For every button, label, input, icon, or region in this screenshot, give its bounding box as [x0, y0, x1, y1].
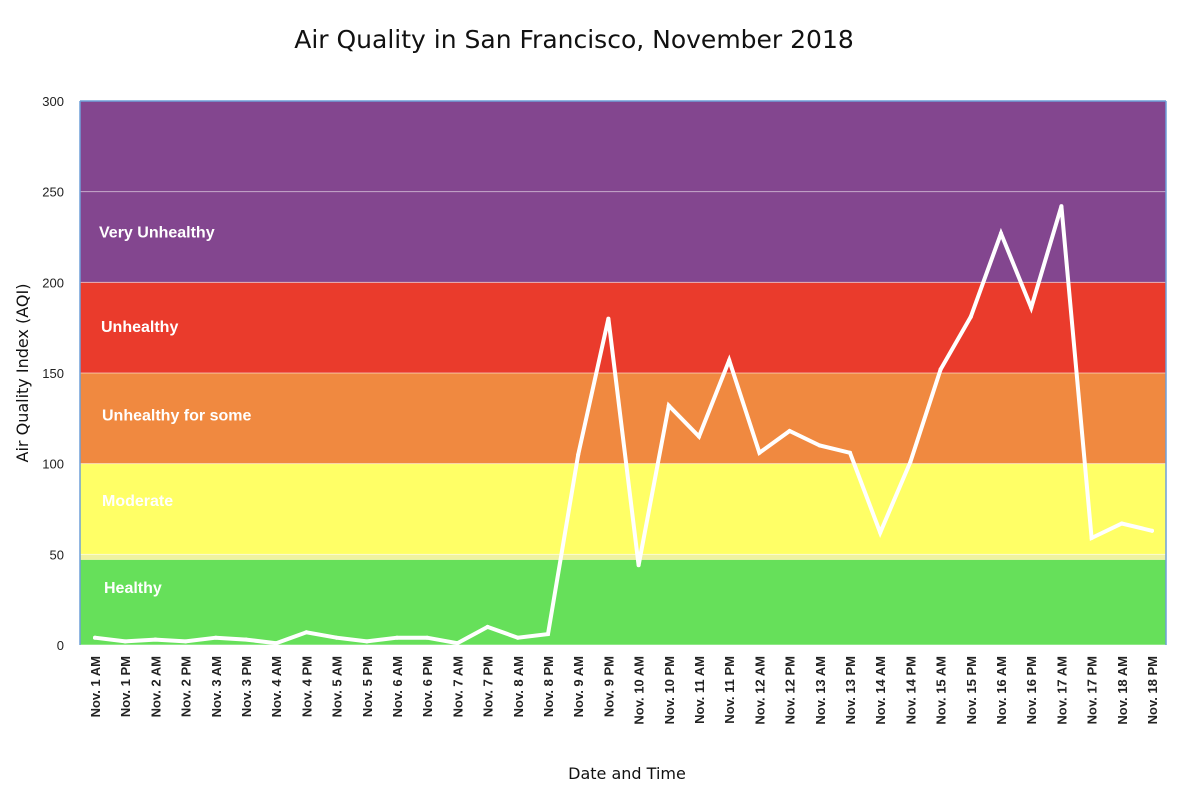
- data-point: [274, 641, 279, 646]
- x-tick-label: Nov. 13 AM: [813, 656, 828, 725]
- band-label-4: Unhealthy: [101, 319, 178, 336]
- x-tick-label: Nov. 14 AM: [873, 656, 888, 725]
- x-tick-label: Nov. 16 AM: [994, 656, 1009, 725]
- data-point: [606, 316, 611, 321]
- x-tick-label: Nov. 9 PM: [601, 656, 616, 717]
- x-tick-label: Nov. 11 PM: [722, 656, 737, 724]
- data-point: [334, 635, 339, 640]
- x-tick-label: Nov. 1 AM: [88, 656, 103, 717]
- band-label-0: Healthy: [104, 580, 162, 597]
- data-point: [1089, 536, 1094, 541]
- aqi-series: [93, 204, 1154, 646]
- data-point: [1059, 204, 1064, 209]
- x-tick-label: Nov. 8 PM: [541, 656, 556, 717]
- data-point: [576, 452, 581, 457]
- data-point: [817, 443, 822, 448]
- data-point: [485, 624, 490, 629]
- data-point: [848, 450, 852, 455]
- y-tick-label: 0: [57, 638, 64, 653]
- data-point: [757, 450, 762, 455]
- x-tick-label: Nov. 9 AM: [571, 656, 586, 717]
- data-point: [304, 630, 309, 635]
- x-tick-label: Nov. 1 PM: [118, 656, 133, 717]
- y-axis-label: Air Quality Index (AQI): [13, 284, 32, 463]
- x-tick-label: Nov. 3 PM: [239, 656, 254, 717]
- data-point: [727, 358, 732, 363]
- data-point: [1029, 305, 1034, 310]
- x-tick-label: Nov. 6 PM: [420, 656, 435, 717]
- x-tick-label: Nov. 10 AM: [632, 656, 647, 725]
- data-point: [244, 637, 248, 642]
- data-point: [455, 641, 460, 646]
- aqi-band-2: [80, 463, 1166, 555]
- x-tick-label: Nov. 10 PM: [662, 656, 677, 724]
- aqi-band-0: [80, 559, 1166, 645]
- data-point: [968, 314, 973, 319]
- data-point: [515, 635, 520, 640]
- data-point: [666, 403, 671, 408]
- band-label-3: Unhealthy for some: [102, 408, 251, 425]
- x-tick-label: Nov. 18 PM: [1145, 656, 1160, 724]
- data-point: [878, 530, 883, 535]
- x-tick-label: Nov. 18 AM: [1115, 656, 1130, 725]
- aqi-band-labels: Healthy Moderate Unhealthy for some Unhealt…: [99, 225, 251, 597]
- aqi-band-4: [80, 282, 1166, 373]
- aqi-line-series: [93, 205, 1154, 646]
- aqi-band-1: [80, 554, 1166, 560]
- data-point: [1150, 528, 1154, 533]
- x-tick-label: Nov. 11 AM: [692, 656, 707, 724]
- y-tick-label: 200: [42, 275, 64, 290]
- band-label-5: Very Unhealthy: [99, 225, 215, 242]
- data-point: [183, 639, 188, 644]
- x-tick-label: Nov. 2 AM: [148, 656, 163, 717]
- y-tick-label: 250: [42, 185, 64, 200]
- x-tick-label: Nov. 8 AM: [511, 656, 526, 717]
- data-point: [153, 637, 158, 642]
- x-tick-label: Nov. 12 PM: [783, 656, 798, 724]
- data-point: [546, 632, 550, 637]
- x-tick-label: Nov. 7 PM: [481, 656, 496, 717]
- y-tick-label: 150: [42, 366, 64, 381]
- x-tick-label: Nov. 15 PM: [964, 656, 979, 724]
- x-axis-ticks: Nov. 1 AM Nov. 1 PM Nov. 2 AM Nov. 2 PM Nov.…: [88, 656, 1160, 725]
- x-tick-label: Nov. 7 AM: [450, 656, 465, 717]
- data-point: [938, 367, 943, 372]
- data-point: [364, 639, 369, 644]
- y-tick-label: 300: [42, 94, 64, 109]
- y-tick-label: 50: [50, 547, 64, 562]
- x-tick-label: Nov. 4 PM: [299, 656, 314, 717]
- y-tick-label: 100: [42, 457, 64, 472]
- x-tick-label: Nov. 14 PM: [903, 656, 918, 724]
- x-tick-label: Nov. 17 PM: [1085, 656, 1100, 724]
- data-point: [908, 459, 913, 464]
- data-point: [999, 231, 1003, 236]
- x-tick-label: Nov. 4 AM: [269, 656, 284, 717]
- x-tick-label: Nov. 6 AM: [390, 656, 405, 717]
- data-point: [425, 635, 430, 640]
- data-point: [395, 635, 399, 640]
- data-point: [1119, 521, 1124, 526]
- x-tick-label: Nov. 12 AM: [752, 656, 767, 725]
- data-point: [213, 635, 218, 640]
- x-tick-label: Nov. 15 AM: [934, 656, 949, 725]
- y-axis-ticks: 0 50 100 150 200 250 300: [42, 94, 64, 653]
- data-point: [93, 635, 97, 640]
- band-label-2: Moderate: [102, 493, 173, 510]
- x-tick-label: Nov. 17 AM: [1054, 656, 1069, 725]
- x-tick-label: Nov. 3 AM: [209, 656, 224, 717]
- data-point: [787, 429, 792, 434]
- data-point: [636, 563, 641, 568]
- x-tick-label: Nov. 5 AM: [330, 656, 345, 717]
- x-tick-label: Nov. 16 PM: [1024, 656, 1039, 724]
- x-axis-label: Date and Time: [568, 764, 686, 783]
- data-point: [697, 434, 701, 439]
- chart-title: Air Quality in San Francisco, November 2…: [294, 25, 854, 54]
- data-point: [123, 639, 128, 644]
- x-tick-label: Nov. 2 PM: [179, 656, 194, 717]
- x-tick-label: Nov. 13 PM: [843, 656, 858, 724]
- x-tick-label: Nov. 5 PM: [360, 656, 375, 717]
